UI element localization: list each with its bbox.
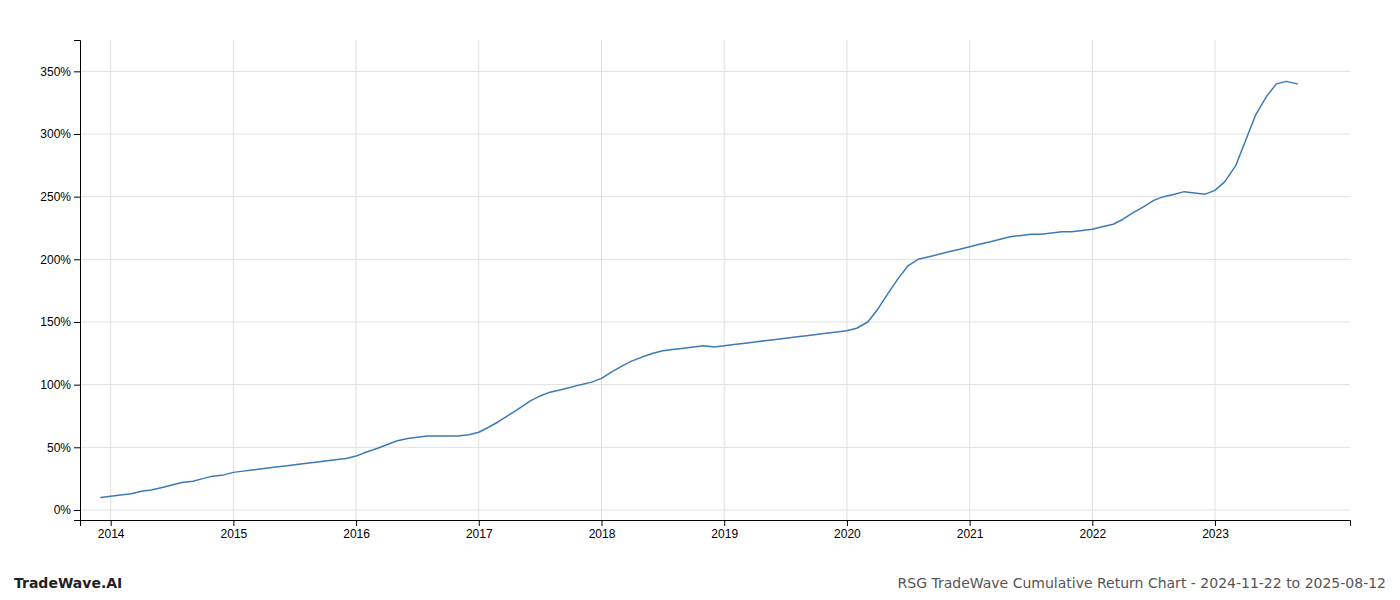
- x-tick: 2016: [343, 520, 370, 541]
- x-tick-mark: [479, 520, 480, 526]
- y-tick-mark: [74, 510, 80, 511]
- y-tick-label: 50%: [47, 441, 71, 455]
- x-tick-label: 2017: [466, 527, 493, 541]
- x-axis: 2014 2015 2016 2017 2018 2019 2020 2021 2022 2023: [81, 520, 1351, 541]
- y-tick: 50%: [47, 441, 80, 455]
- y-grid-line: [80, 509, 1350, 510]
- x-tick-mark: [1215, 520, 1216, 526]
- y-tick: 200%: [40, 253, 80, 267]
- x-tick-label: 2021: [957, 527, 984, 541]
- x-tick: 2014: [98, 520, 125, 541]
- y-grid-line: [80, 447, 1350, 448]
- y-tick: 250%: [40, 190, 80, 204]
- x-tick-label: 2023: [1202, 527, 1229, 541]
- y-tick: 350%: [40, 65, 80, 79]
- y-grid-line: [80, 259, 1350, 260]
- x-grid-line: [1215, 40, 1216, 520]
- y-tick-label: 300%: [40, 127, 71, 141]
- x-grid-line: [1092, 40, 1093, 520]
- y-axis: 0% 50% 100% 150% 200% 250% 300% 350%: [40, 41, 80, 521]
- x-tick-mark: [970, 520, 971, 526]
- x-tick-label: 2022: [1079, 527, 1106, 541]
- x-tick: 2022: [1079, 520, 1106, 541]
- title: RSG TradeWave Cumulative Return Chart - …: [898, 575, 1386, 591]
- y-grid-line: [80, 384, 1350, 385]
- x-grid-line: [601, 40, 602, 520]
- x-tick-mark: [233, 520, 234, 526]
- grid: [80, 40, 1350, 520]
- y-tick-mark: [74, 197, 80, 198]
- x-tick-mark: [601, 520, 602, 526]
- x-grid-line: [356, 40, 357, 520]
- x-grid-line: [846, 40, 847, 520]
- y-tick-label: 0%: [54, 503, 72, 517]
- x-tick-label: 2019: [711, 527, 738, 541]
- x-grid-line: [233, 40, 234, 520]
- x-tick-label: 2020: [834, 527, 861, 541]
- x-tick-label: 2016: [343, 527, 370, 541]
- x-tick: 2021: [957, 520, 984, 541]
- x-tick-mark: [724, 520, 725, 526]
- x-tick-label: 2018: [589, 527, 616, 541]
- x-grid-line: [110, 40, 111, 520]
- y-tick-label: 350%: [40, 65, 71, 79]
- x-tick-mark: [847, 520, 848, 526]
- y-tick-mark: [74, 447, 80, 448]
- y-grid-line: [80, 71, 1350, 72]
- x-tick: 2023: [1202, 520, 1229, 541]
- y-grid-line: [80, 133, 1350, 134]
- x-tick-mark: [356, 520, 357, 526]
- y-tick-mark: [74, 322, 80, 323]
- x-grid-line: [478, 40, 479, 520]
- y-tick: 300%: [40, 127, 80, 141]
- series-group: [101, 81, 1297, 497]
- y-tick-mark: [74, 71, 80, 72]
- x-tick: 2015: [221, 520, 248, 541]
- x-tick-mark: [1092, 520, 1093, 526]
- y-tick-label: 200%: [40, 253, 71, 267]
- y-grid-line: [80, 321, 1350, 322]
- x-tick: 2017: [466, 520, 493, 541]
- y-tick-mark: [74, 134, 80, 135]
- x-tick-label: 2014: [98, 527, 125, 541]
- x-axis-line: [81, 521, 1351, 527]
- y-tick-mark: [74, 385, 80, 386]
- line: [101, 81, 1297, 497]
- y-tick: 0%: [54, 503, 80, 517]
- plot-area: 2014 2015 2016 2017 2018 2019 2020 2021 2022 2023…: [40, 40, 1350, 541]
- x-tick-label: 2015: [221, 527, 248, 541]
- x-grid-line: [724, 40, 725, 520]
- x-tick: 2019: [711, 520, 738, 541]
- y-tick: 100%: [40, 378, 80, 392]
- x-tick-mark: [111, 520, 112, 526]
- y-tick-label: 250%: [40, 190, 71, 204]
- y-tick-label: 100%: [40, 378, 71, 392]
- y-tick: 150%: [40, 315, 80, 329]
- x-tick: 2018: [589, 520, 616, 541]
- x-grid-line: [969, 40, 970, 520]
- y-grid-line: [80, 196, 1350, 197]
- x-tick: 2020: [834, 520, 861, 541]
- chart: 2014 2015 2016 2017 2018 2019 2020 2021 2022 2023…: [0, 0, 1400, 600]
- y-tick-label: 150%: [40, 315, 71, 329]
- y-tick-mark: [74, 259, 80, 260]
- y-axis-line: [74, 41, 81, 521]
- watermark: TradeWave.AI: [14, 575, 122, 591]
